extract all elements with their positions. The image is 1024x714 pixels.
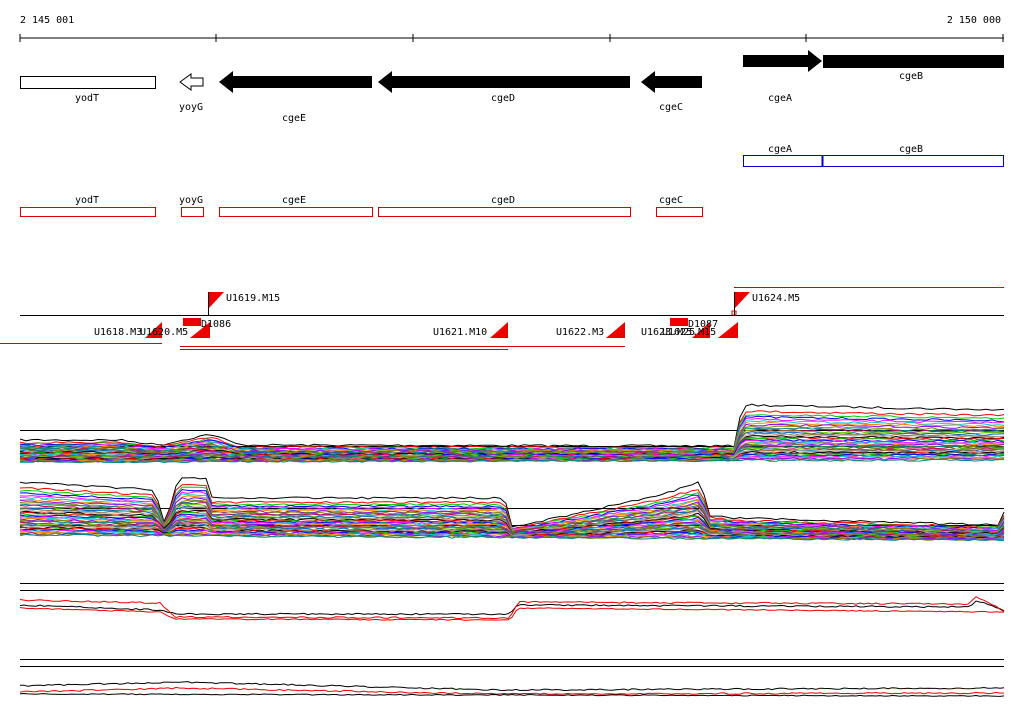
trace: [19, 428, 1005, 454]
trace: [19, 686, 1005, 695]
cds-label: yodT: [75, 195, 99, 206]
trace: [19, 414, 1005, 450]
cds-label: cgeE: [282, 195, 306, 206]
gene-label: cgeD: [491, 93, 515, 104]
transcript-label: U1622.M3: [556, 327, 604, 338]
gene-label: cgeB: [899, 71, 923, 82]
transcript-label: U1620.M5: [140, 327, 188, 338]
trace: [19, 692, 1005, 697]
cds-label: yoyG: [179, 195, 203, 206]
gene-label: cgeA: [768, 93, 792, 104]
cds-label: cgeC: [659, 195, 683, 206]
trace: [19, 607, 1005, 621]
transcript-label: D1086: [201, 319, 231, 330]
transcript-label: U1618.M3: [94, 327, 142, 338]
ruler-end: 2 150 000: [947, 15, 1001, 26]
transcript-label: U1625.M15: [662, 327, 716, 338]
ruler: [19, 34, 1004, 42]
transcript-label: U1619.M15: [226, 293, 280, 304]
trace: [19, 410, 1005, 450]
operon-shape: [743, 155, 1004, 167]
trace: [19, 458, 1005, 464]
trace: [19, 420, 1005, 452]
gene-label: cgeC: [659, 102, 683, 113]
gene-shapes: [20, 50, 1004, 93]
gene-label: yoyG: [179, 102, 203, 113]
transcript-label: D1087: [688, 319, 718, 330]
operon-label: cgeB: [899, 144, 923, 155]
trace: [19, 596, 1005, 620]
ruler-start: 2 145 001: [20, 15, 74, 26]
expression-traces: [19, 403, 1005, 697]
cds-shapes: [20, 207, 703, 217]
cds-label: cgeD: [491, 195, 515, 206]
transcript-label: U1624.M5: [752, 293, 800, 304]
trace: [19, 403, 1005, 448]
panel-frames: [20, 430, 1004, 667]
trace: [19, 681, 1005, 692]
gene-label: yodT: [75, 93, 99, 104]
gene-label: cgeE: [282, 113, 306, 124]
operon-label: cgeA: [768, 144, 792, 155]
trace: [19, 533, 1005, 542]
transcript-label: U1621.M10: [433, 327, 487, 338]
trace: [19, 600, 1005, 616]
transcript-label: U1623.M25: [641, 327, 695, 338]
transcript-shapes: [0, 287, 1004, 350]
